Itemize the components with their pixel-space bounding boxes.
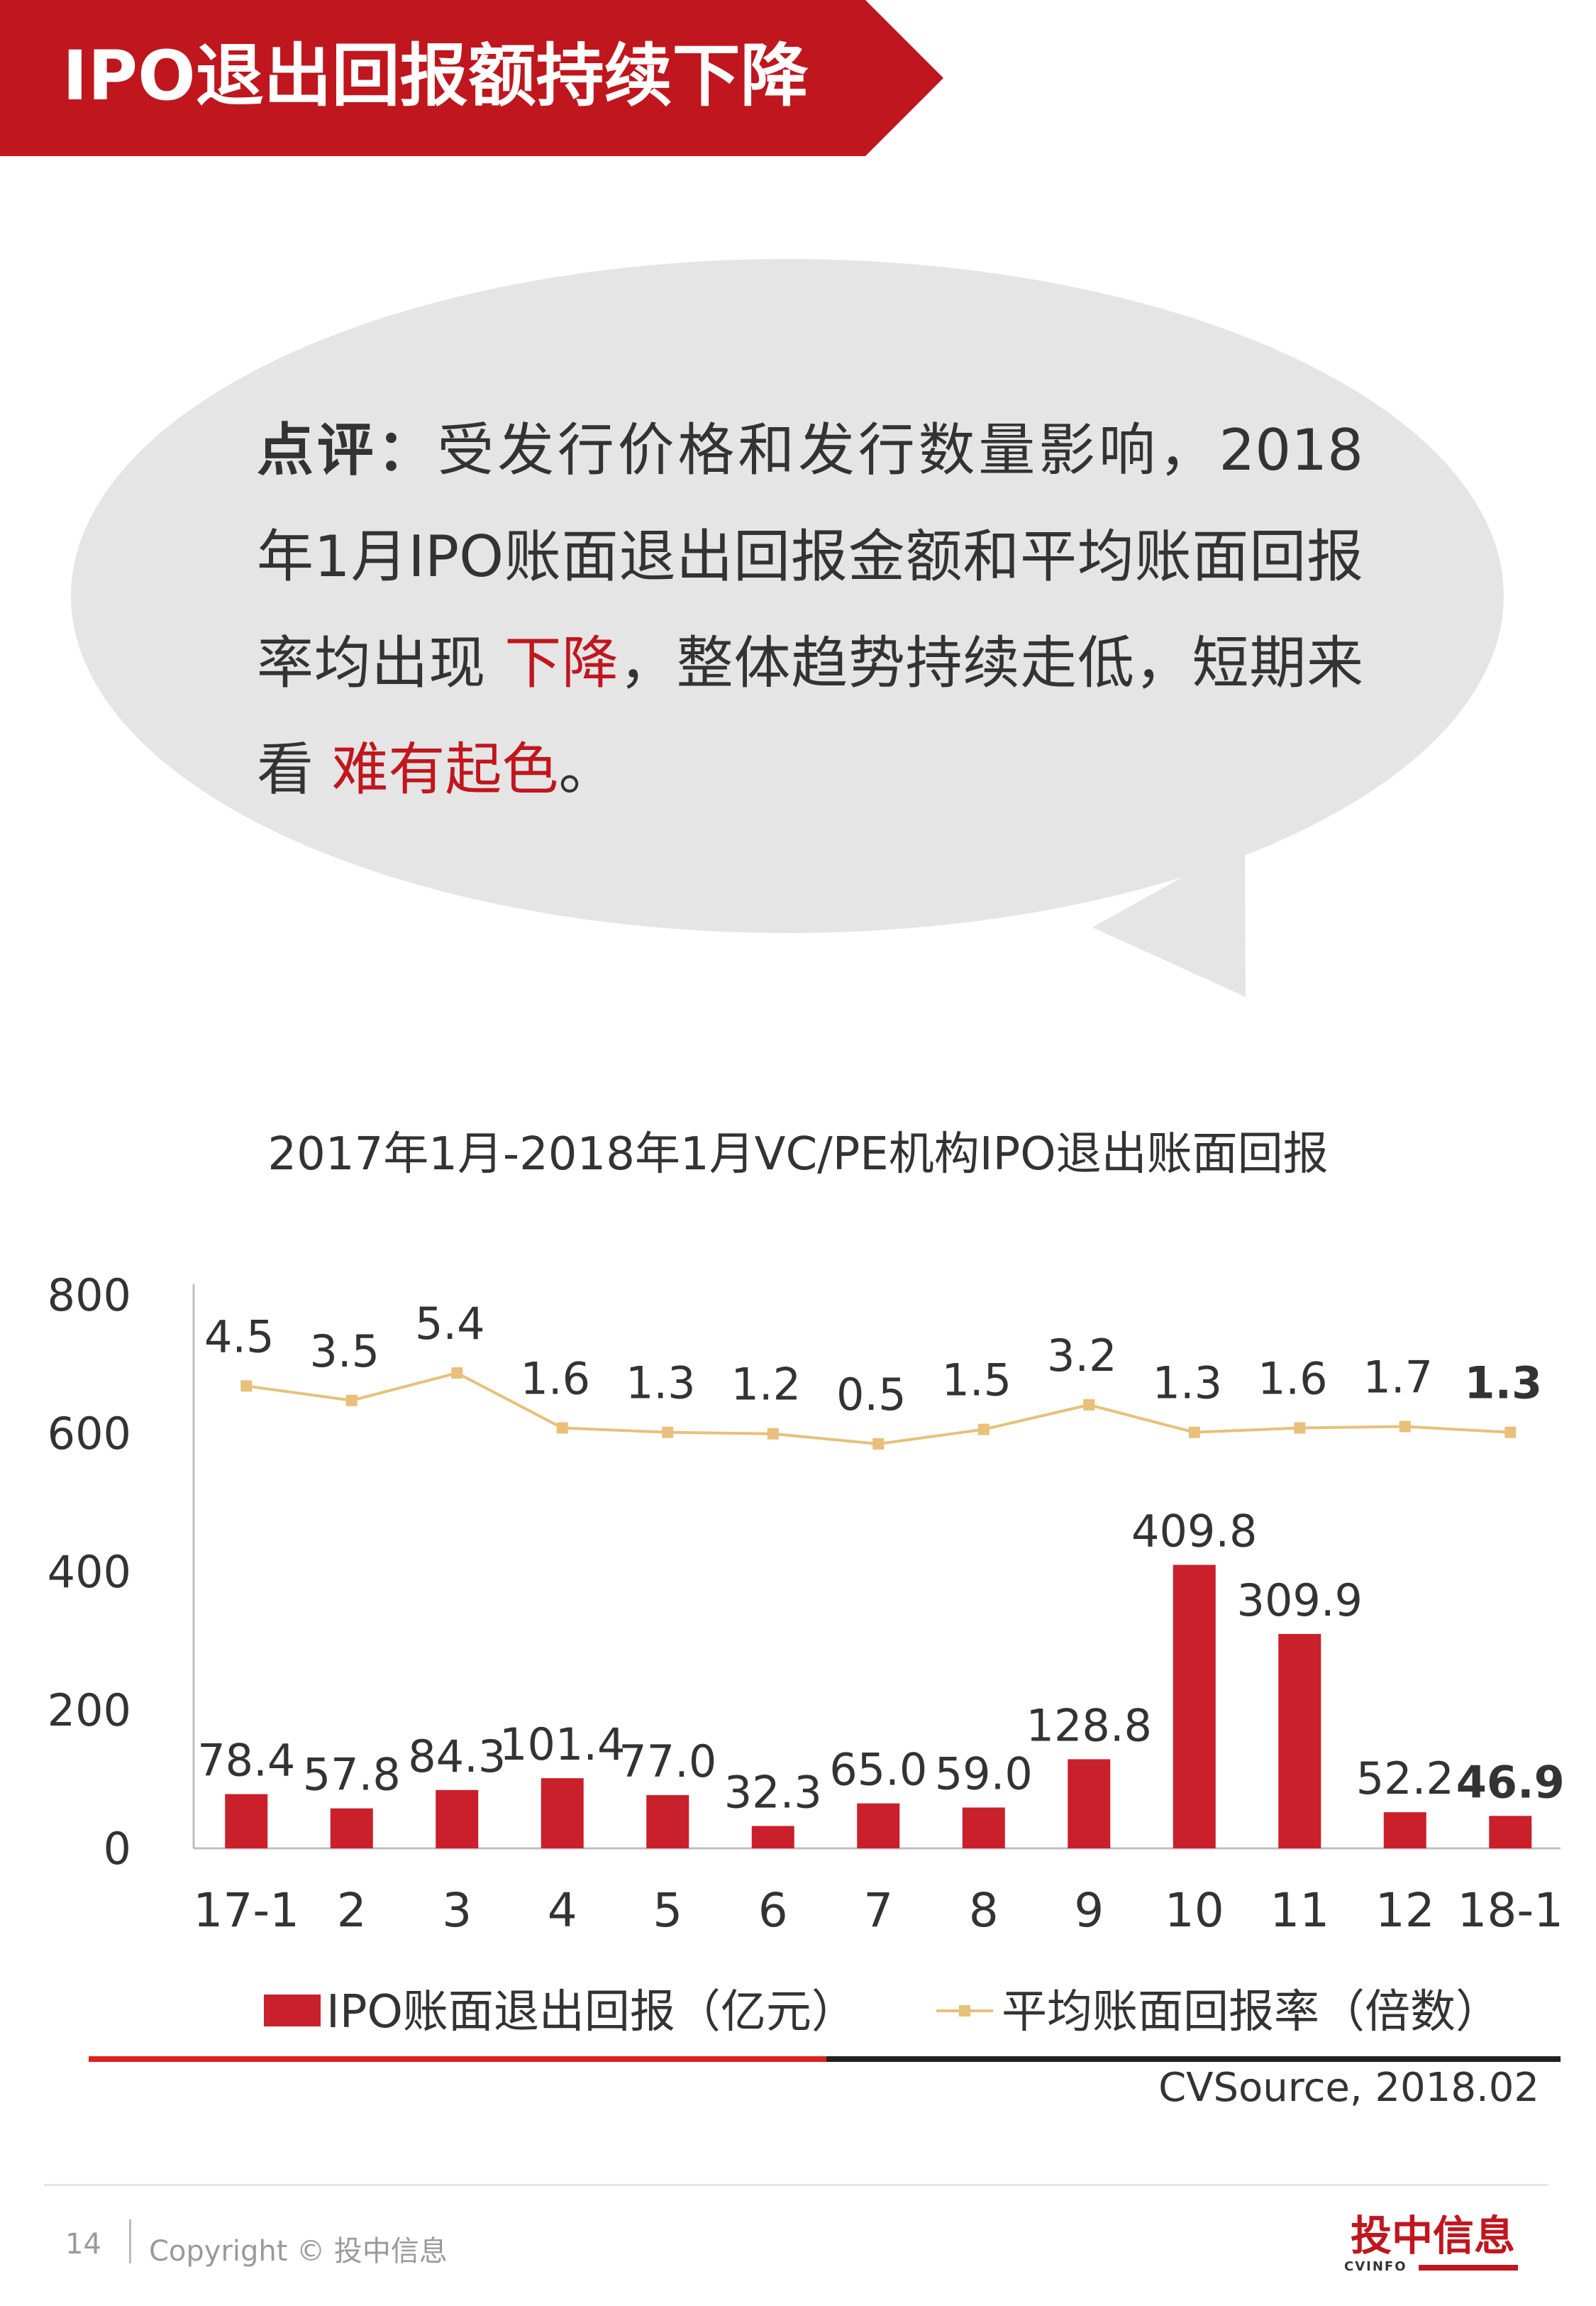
- line-data-label: 1.7: [1363, 1352, 1433, 1403]
- bar-data-label: 46.9: [1456, 1756, 1565, 1808]
- bar-data-label: 409.8: [1131, 1505, 1258, 1557]
- bar-ipo-return: [436, 1789, 479, 1848]
- x-tick-label: 17-1: [193, 1883, 299, 1938]
- rule-red: [89, 2056, 826, 2062]
- line-data-label: 1.2: [731, 1359, 801, 1411]
- bar-ipo-return: [1383, 1812, 1426, 1848]
- cvinfo-logo: 投中信息 CVINFO: [1344, 2214, 1522, 2278]
- line-point: [1083, 1399, 1095, 1411]
- bar-data-label: 65.0: [829, 1744, 927, 1796]
- page-title: IPO退出回报额持续下降: [62, 36, 809, 116]
- comment-body-2: ，整体趋势持续走低，短期来看: [257, 630, 1364, 802]
- y-tick-label: 400: [48, 1546, 131, 1598]
- copyright-text: Copyright © 投中信息: [149, 2235, 448, 2268]
- x-tick-label: 6: [758, 1883, 788, 1938]
- line-point: [240, 1380, 253, 1392]
- bar-data-label: 57.8: [303, 1749, 401, 1801]
- rule-black: [826, 2056, 1561, 2062]
- line-point: [345, 1394, 358, 1406]
- line-data-label: 1.6: [1258, 1353, 1328, 1405]
- bar-data-label: 101.4: [499, 1719, 626, 1770]
- footer-separator: [129, 2219, 131, 2263]
- line-data-label: 3.2: [1047, 1330, 1117, 1381]
- legend-bar-swatch: [264, 1995, 321, 2026]
- title-banner: IPO退出回报额持续下降: [0, 0, 943, 156]
- bar-ipo-return: [330, 1808, 373, 1848]
- logo-chinese: 投中信息: [1350, 2212, 1515, 2260]
- logo-bar: [1419, 2265, 1518, 2271]
- line-data-label: 0.5: [836, 1369, 907, 1420]
- bar-data-label: 78.4: [197, 1735, 295, 1787]
- bar-ipo-return: [1068, 1759, 1111, 1848]
- comment-body-3: 。: [558, 737, 616, 802]
- comment-highlight-decline: 下降: [504, 630, 619, 696]
- line-data-label: 1.3: [1464, 1357, 1542, 1409]
- x-tick-label: 18-1: [1457, 1883, 1563, 1938]
- comment-bubble: [71, 259, 1504, 997]
- data-source: CVSource, 2018.02: [1158, 2065, 1539, 2111]
- bar-ipo-return: [541, 1778, 584, 1848]
- x-tick-label: 10: [1165, 1883, 1224, 1938]
- bar-data-label: 32.3: [724, 1767, 822, 1819]
- line-data-label: 4.5: [204, 1311, 275, 1362]
- line-point: [977, 1423, 990, 1435]
- x-tick-label: 4: [548, 1883, 577, 1938]
- bar-ipo-return: [751, 1826, 794, 1848]
- page-number: 14: [65, 2228, 101, 2261]
- comment-lead: 点评：: [257, 417, 438, 483]
- bar-ipo-return: [646, 1794, 689, 1848]
- bar-ipo-return: [225, 1794, 268, 1848]
- line-data-label: 1.6: [520, 1353, 590, 1405]
- y-tick-label: 800: [48, 1269, 131, 1321]
- x-tick-label: 11: [1270, 1883, 1329, 1938]
- bar-ipo-return: [1173, 1565, 1216, 1848]
- bar-data-label: 84.3: [408, 1731, 506, 1782]
- x-tick-label: 7: [863, 1883, 893, 1938]
- line-point: [1504, 1426, 1517, 1438]
- bar-ipo-return: [857, 1803, 900, 1848]
- bar-data-label: 128.8: [1026, 1699, 1153, 1751]
- legend-line-label: 平均账面回报率（倍数）: [1002, 1986, 1501, 2039]
- line-point: [1294, 1422, 1306, 1434]
- y-tick-label: 200: [48, 1684, 131, 1736]
- line-data-label: 1.3: [626, 1357, 696, 1409]
- x-tick-label: 12: [1375, 1883, 1435, 1938]
- bar-data-label: 77.0: [619, 1736, 716, 1787]
- bar-data-label: 59.0: [935, 1748, 1033, 1799]
- x-tick-label: 3: [442, 1883, 472, 1938]
- bar-data-label: 52.2: [1356, 1753, 1454, 1804]
- exit-return-chart: 800 600 400 200 0 78.4 17-1 57.8 2 84.3 3 101.4 4 77.…: [48, 1269, 1565, 2062]
- bar-ipo-return: [962, 1807, 1005, 1848]
- chart-title: 2017年1月-2018年1月VC/PE机构IPO退出账面回报: [267, 1128, 1329, 1181]
- legend-line-marker: [959, 2005, 970, 2017]
- comment-text: 点评：受发行价格和发行数量影响，2018年1月IPO账面退出回报金额和平均账面回…: [257, 397, 1363, 823]
- legend-bar-label: IPO账面退出回报（亿元）: [326, 1986, 857, 2039]
- line-data-label: 1.3: [1152, 1357, 1222, 1409]
- bar-data-label: 309.9: [1237, 1574, 1363, 1626]
- line-point: [767, 1428, 779, 1440]
- x-tick-label: 5: [653, 1883, 682, 1938]
- line-point: [556, 1422, 568, 1434]
- x-tick-label: 9: [1074, 1883, 1104, 1938]
- line-point: [1188, 1426, 1200, 1438]
- line-point: [872, 1438, 885, 1450]
- line-point: [1399, 1420, 1411, 1433]
- bar-ipo-return: [1278, 1633, 1321, 1848]
- bar-ipo-return: [1489, 1816, 1532, 1848]
- y-tick-label: 600: [48, 1408, 131, 1460]
- line-data-label: 1.5: [941, 1355, 1012, 1406]
- logo-english: CVINFO: [1344, 2259, 1407, 2274]
- line-point: [662, 1426, 674, 1438]
- comment-highlight-no-recovery: 难有起色: [331, 737, 559, 802]
- x-tick-label: 2: [337, 1883, 367, 1938]
- x-tick-label: 8: [969, 1883, 999, 1938]
- y-tick-label: 0: [104, 1823, 131, 1875]
- line-data-label: 3.5: [309, 1325, 379, 1377]
- line-point: [451, 1367, 463, 1379]
- footer-divider: [44, 2184, 1548, 2186]
- line-data-label: 5.4: [415, 1298, 485, 1350]
- comment-body-1: 受发行价格和发行数量影响，2018年1月IPO账面退出回报金额和平均账面回报率均…: [257, 417, 1364, 696]
